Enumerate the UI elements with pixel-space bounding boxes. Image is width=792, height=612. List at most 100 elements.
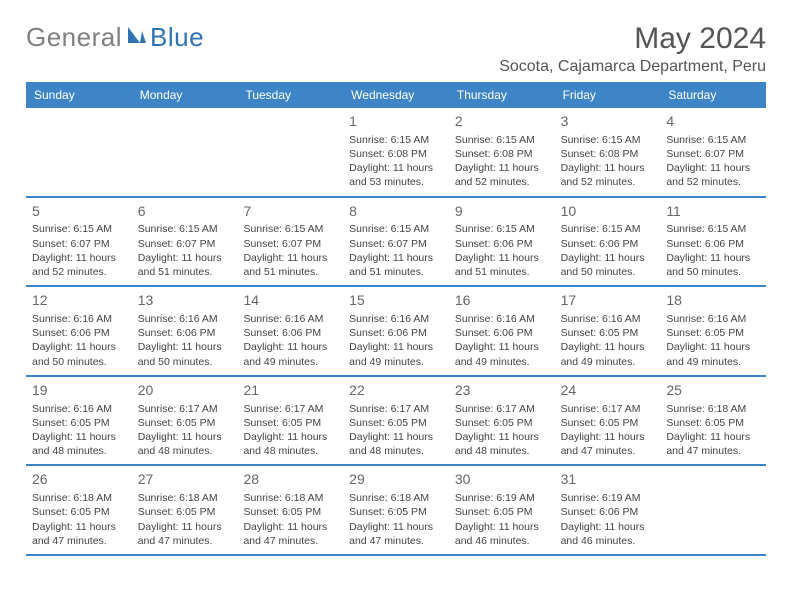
day-cell: 22Sunrise: 6:17 AMSunset: 6:05 PMDayligh… (343, 377, 449, 465)
sunrise-text: Sunrise: 6:16 AM (32, 312, 126, 326)
sunset-text: Sunset: 6:05 PM (32, 505, 126, 519)
calendar-grid: SundayMondayTuesdayWednesdayThursdayFrid… (26, 82, 766, 556)
day-number: 24 (561, 381, 655, 400)
sunrise-text: Sunrise: 6:15 AM (561, 133, 655, 147)
daylight-text: Daylight: 11 hours and 47 minutes. (561, 430, 655, 458)
sunset-text: Sunset: 6:05 PM (243, 416, 337, 430)
sunrise-text: Sunrise: 6:15 AM (455, 222, 549, 236)
day-cell: 24Sunrise: 6:17 AMSunset: 6:05 PMDayligh… (555, 377, 661, 465)
sunset-text: Sunset: 6:06 PM (455, 326, 549, 340)
day-number: 7 (243, 202, 337, 221)
sunset-text: Sunset: 6:05 PM (561, 326, 655, 340)
day-cell: 5Sunrise: 6:15 AMSunset: 6:07 PMDaylight… (26, 198, 132, 286)
daylight-text: Daylight: 11 hours and 48 minutes. (138, 430, 232, 458)
sunrise-text: Sunrise: 6:15 AM (32, 222, 126, 236)
daylight-text: Daylight: 11 hours and 47 minutes. (666, 430, 760, 458)
sunrise-text: Sunrise: 6:15 AM (349, 133, 443, 147)
daylight-text: Daylight: 11 hours and 49 minutes. (243, 340, 337, 368)
day-cell: 14Sunrise: 6:16 AMSunset: 6:06 PMDayligh… (237, 287, 343, 375)
day-cell (132, 108, 238, 196)
daylight-text: Daylight: 11 hours and 49 minutes. (666, 340, 760, 368)
sunset-text: Sunset: 6:06 PM (666, 237, 760, 251)
daylight-text: Daylight: 11 hours and 47 minutes. (32, 520, 126, 548)
day-cell: 4Sunrise: 6:15 AMSunset: 6:07 PMDaylight… (660, 108, 766, 196)
weekday-header: Wednesday (343, 82, 449, 108)
day-number: 6 (138, 202, 232, 221)
day-cell: 8Sunrise: 6:15 AMSunset: 6:07 PMDaylight… (343, 198, 449, 286)
daylight-text: Daylight: 11 hours and 52 minutes. (455, 161, 549, 189)
sunrise-text: Sunrise: 6:18 AM (243, 491, 337, 505)
day-number: 8 (349, 202, 443, 221)
day-cell: 2Sunrise: 6:15 AMSunset: 6:08 PMDaylight… (449, 108, 555, 196)
sunset-text: Sunset: 6:07 PM (666, 147, 760, 161)
day-cell (237, 108, 343, 196)
day-cell: 3Sunrise: 6:15 AMSunset: 6:08 PMDaylight… (555, 108, 661, 196)
sunrise-text: Sunrise: 6:15 AM (243, 222, 337, 236)
sail-icon (126, 25, 148, 50)
weekday-header: Monday (132, 82, 238, 108)
daylight-text: Daylight: 11 hours and 50 minutes. (138, 340, 232, 368)
daylight-text: Daylight: 11 hours and 49 minutes. (349, 340, 443, 368)
day-cell: 28Sunrise: 6:18 AMSunset: 6:05 PMDayligh… (237, 466, 343, 554)
sunrise-text: Sunrise: 6:17 AM (561, 402, 655, 416)
day-number: 15 (349, 291, 443, 310)
daylight-text: Daylight: 11 hours and 52 minutes. (561, 161, 655, 189)
daylight-text: Daylight: 11 hours and 47 minutes. (349, 520, 443, 548)
daylight-text: Daylight: 11 hours and 50 minutes. (666, 251, 760, 279)
sunset-text: Sunset: 6:05 PM (666, 416, 760, 430)
sunrise-text: Sunrise: 6:18 AM (666, 402, 760, 416)
month-title: May 2024 (499, 22, 766, 56)
sunset-text: Sunset: 6:08 PM (349, 147, 443, 161)
daylight-text: Daylight: 11 hours and 48 minutes. (243, 430, 337, 458)
sunrise-text: Sunrise: 6:16 AM (243, 312, 337, 326)
day-number: 9 (455, 202, 549, 221)
day-number: 22 (349, 381, 443, 400)
sunrise-text: Sunrise: 6:16 AM (455, 312, 549, 326)
sunrise-text: Sunrise: 6:15 AM (138, 222, 232, 236)
sunrise-text: Sunrise: 6:17 AM (349, 402, 443, 416)
day-number: 31 (561, 470, 655, 489)
day-number: 1 (349, 112, 443, 131)
day-number: 28 (243, 470, 337, 489)
daylight-text: Daylight: 11 hours and 50 minutes. (561, 251, 655, 279)
day-number: 17 (561, 291, 655, 310)
sunrise-text: Sunrise: 6:15 AM (666, 222, 760, 236)
sunrise-text: Sunrise: 6:16 AM (349, 312, 443, 326)
day-cell: 12Sunrise: 6:16 AMSunset: 6:06 PMDayligh… (26, 287, 132, 375)
day-cell: 30Sunrise: 6:19 AMSunset: 6:05 PMDayligh… (449, 466, 555, 554)
sunset-text: Sunset: 6:06 PM (32, 326, 126, 340)
day-number: 21 (243, 381, 337, 400)
day-number: 14 (243, 291, 337, 310)
sunrise-text: Sunrise: 6:15 AM (455, 133, 549, 147)
calendar-page: General Blue May 2024 Socota, Cajamarca … (0, 0, 792, 566)
daylight-text: Daylight: 11 hours and 51 minutes. (138, 251, 232, 279)
day-cell: 10Sunrise: 6:15 AMSunset: 6:06 PMDayligh… (555, 198, 661, 286)
sunrise-text: Sunrise: 6:15 AM (561, 222, 655, 236)
weekday-header: Friday (555, 82, 661, 108)
sunrise-text: Sunrise: 6:17 AM (138, 402, 232, 416)
day-number: 4 (666, 112, 760, 131)
day-cell: 9Sunrise: 6:15 AMSunset: 6:06 PMDaylight… (449, 198, 555, 286)
day-cell: 26Sunrise: 6:18 AMSunset: 6:05 PMDayligh… (26, 466, 132, 554)
day-number: 25 (666, 381, 760, 400)
brand-part2: Blue (150, 22, 204, 53)
sunrise-text: Sunrise: 6:17 AM (243, 402, 337, 416)
daylight-text: Daylight: 11 hours and 48 minutes. (349, 430, 443, 458)
day-number: 5 (32, 202, 126, 221)
daylight-text: Daylight: 11 hours and 52 minutes. (32, 251, 126, 279)
day-cell: 6Sunrise: 6:15 AMSunset: 6:07 PMDaylight… (132, 198, 238, 286)
week-row: 12Sunrise: 6:16 AMSunset: 6:06 PMDayligh… (26, 287, 766, 377)
day-cell: 29Sunrise: 6:18 AMSunset: 6:05 PMDayligh… (343, 466, 449, 554)
sunrise-text: Sunrise: 6:16 AM (666, 312, 760, 326)
day-number: 16 (455, 291, 549, 310)
sunset-text: Sunset: 6:07 PM (243, 237, 337, 251)
sunset-text: Sunset: 6:06 PM (455, 237, 549, 251)
day-cell: 16Sunrise: 6:16 AMSunset: 6:06 PMDayligh… (449, 287, 555, 375)
sunset-text: Sunset: 6:06 PM (349, 326, 443, 340)
daylight-text: Daylight: 11 hours and 50 minutes. (32, 340, 126, 368)
sunrise-text: Sunrise: 6:19 AM (455, 491, 549, 505)
brand-logo: General Blue (26, 22, 204, 53)
day-cell: 27Sunrise: 6:18 AMSunset: 6:05 PMDayligh… (132, 466, 238, 554)
day-number: 29 (349, 470, 443, 489)
day-number: 3 (561, 112, 655, 131)
